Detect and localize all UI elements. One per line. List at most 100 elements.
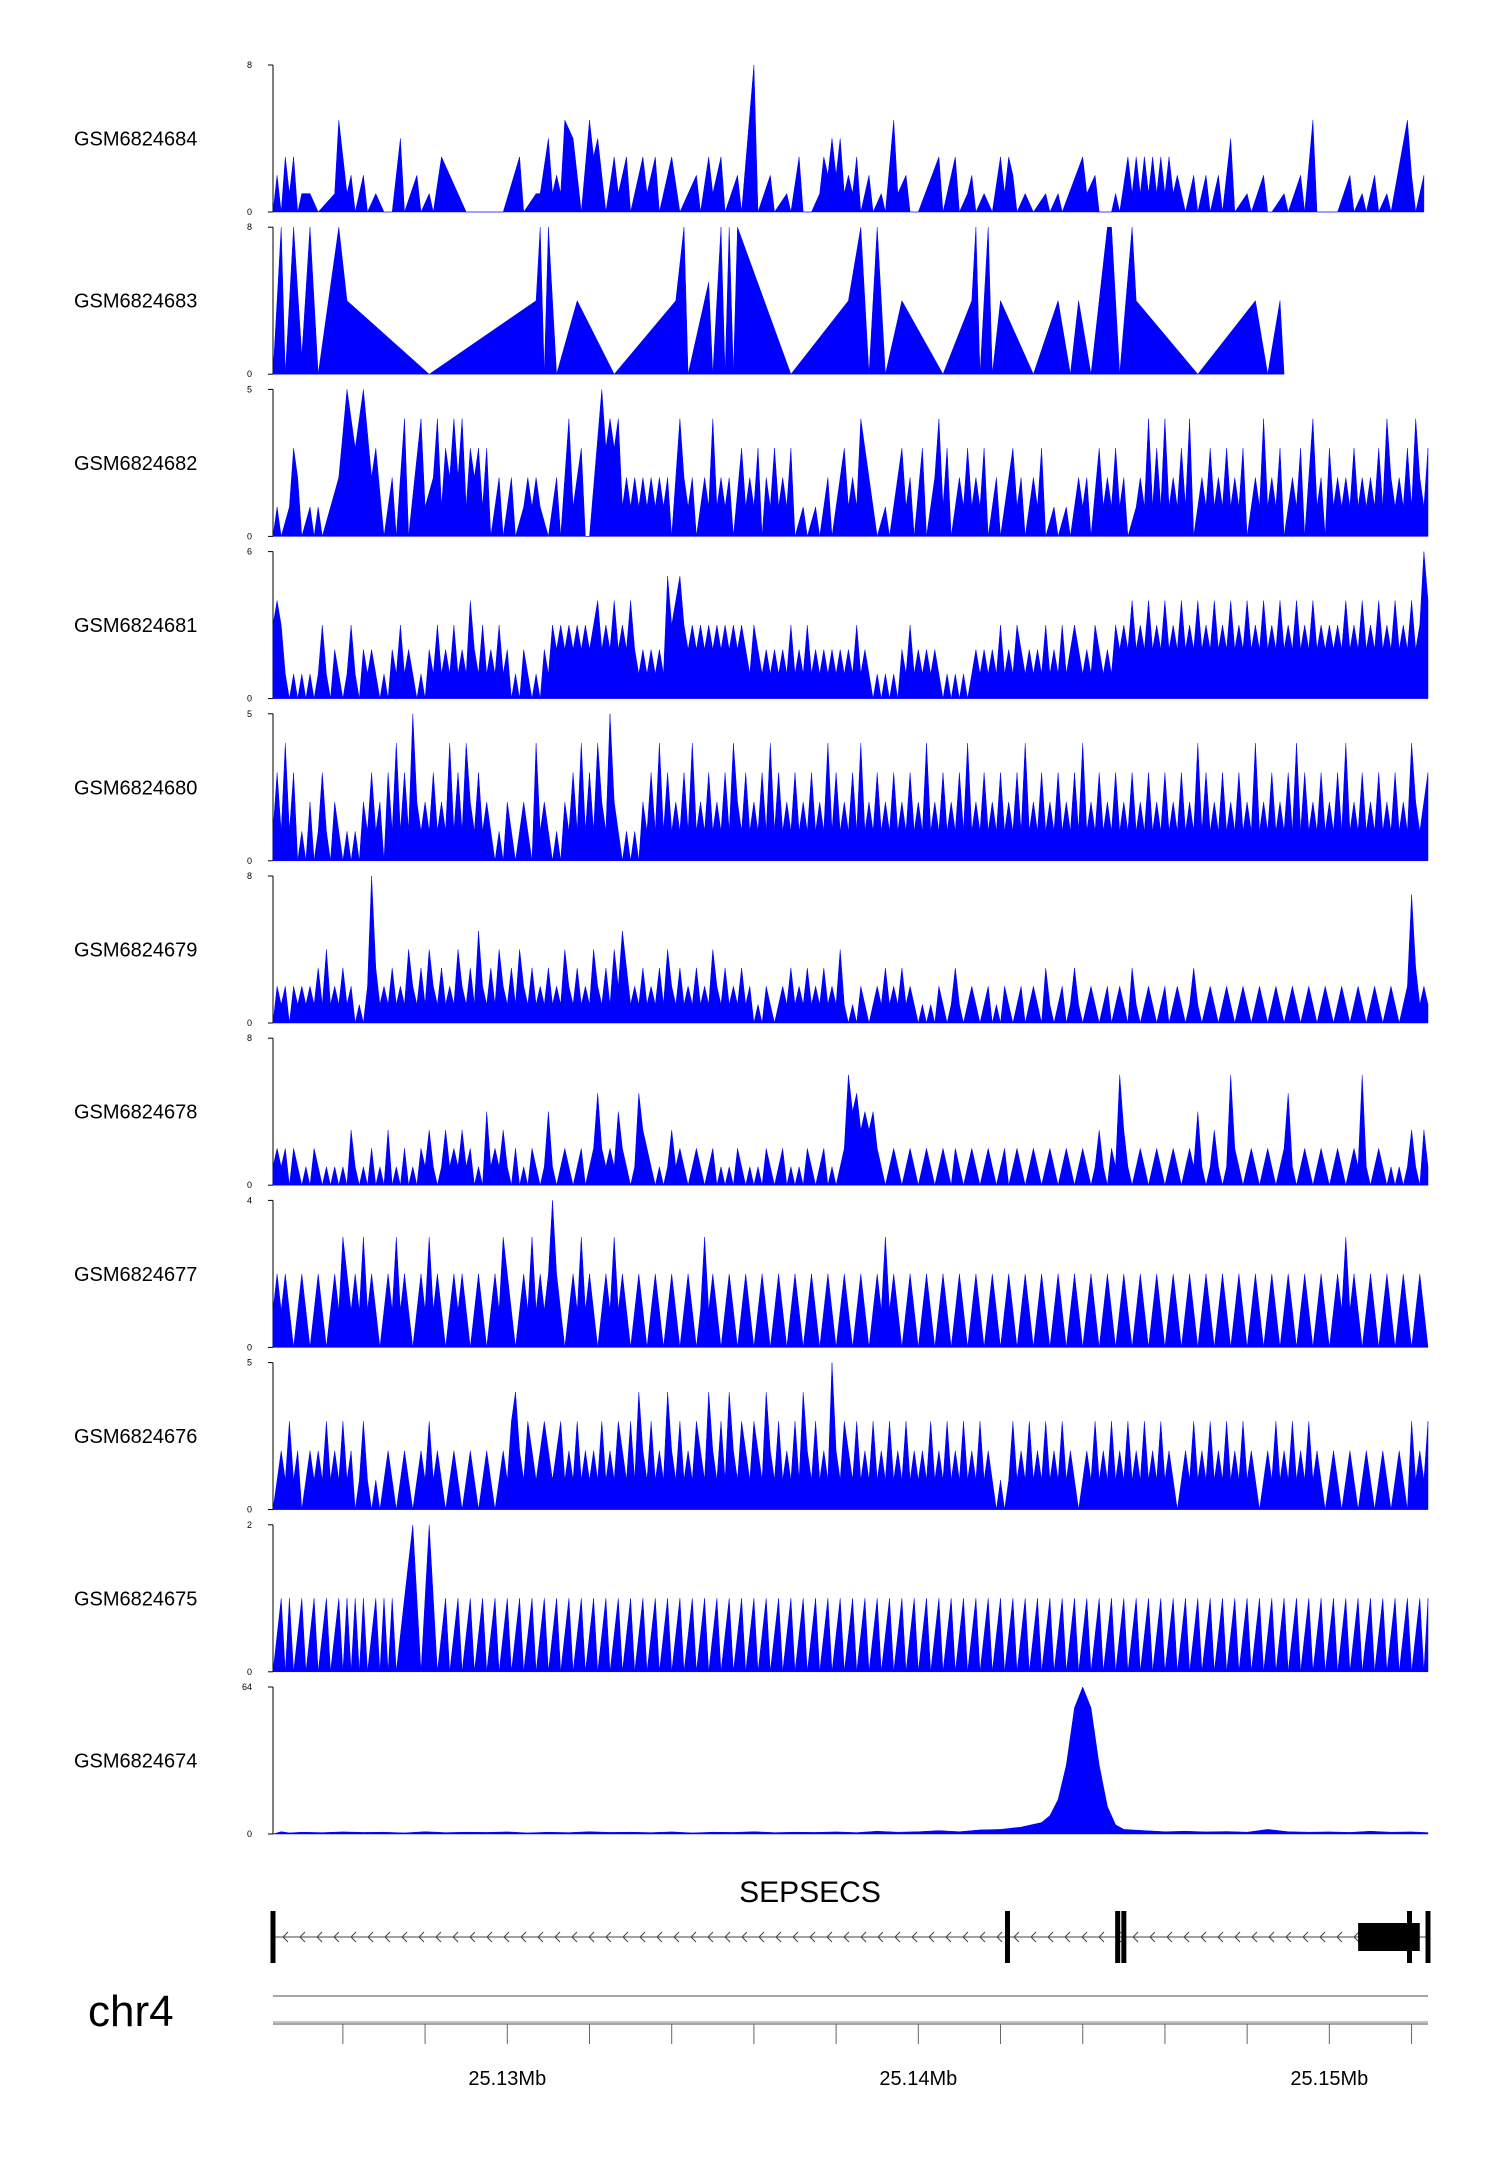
strand-arrow	[1319, 1931, 1326, 1943]
strand-arrow	[656, 1931, 663, 1943]
strand-arrow	[350, 1931, 357, 1943]
strand-arrow	[299, 1931, 306, 1943]
strand-arrow	[384, 1931, 391, 1943]
axis-tick-label: 25.15Mb	[1290, 2068, 1368, 2090]
coverage-area	[272, 1362, 1429, 1510]
strand-arrow	[1030, 1931, 1037, 1943]
track-GSM6824678: GSM6824678 8 0	[74, 1033, 1429, 1190]
y-tick-label-max: 6	[247, 547, 252, 557]
exon-mark	[1121, 1911, 1127, 1963]
track-GSM6824675: GSM6824675 2 0	[74, 1520, 1429, 1677]
strand-arrow	[1217, 1931, 1224, 1943]
strand-arrow	[1285, 1931, 1292, 1943]
strand-arrow	[639, 1931, 646, 1943]
coverage-area	[272, 226, 1285, 375]
track-label: GSM6824675	[74, 1588, 197, 1610]
strand-arrow	[367, 1931, 374, 1943]
coverage-area	[272, 713, 1429, 862]
strand-arrow	[1149, 1931, 1156, 1943]
strand-arrow	[1081, 1931, 1088, 1943]
track-GSM6824677: GSM6824677 4 0	[74, 1195, 1429, 1352]
y-tick-label-min: 0	[247, 856, 252, 866]
track-label: GSM6824683	[74, 291, 197, 313]
strand-arrow	[775, 1931, 782, 1943]
strand-arrow	[792, 1931, 799, 1943]
coverage-area	[272, 389, 1429, 537]
strand-arrow	[571, 1931, 578, 1943]
strand-arrow	[996, 1931, 1003, 1943]
strand-arrow	[401, 1931, 408, 1943]
track-GSM6824681: GSM6824681 6 0	[74, 547, 1429, 704]
strand-arrow	[1132, 1931, 1139, 1943]
track-GSM6824683: GSM6824683 8 0	[74, 222, 1285, 379]
strand-arrow	[877, 1931, 884, 1943]
strand-arrow	[1302, 1931, 1309, 1943]
strand-arrow	[588, 1931, 595, 1943]
chromosome-label: chr4	[88, 1987, 174, 2036]
strand-arrow	[826, 1931, 833, 1943]
strand-arrow	[503, 1931, 510, 1943]
exon-mark	[1425, 1911, 1431, 1963]
strand-arrow	[1047, 1931, 1054, 1943]
strand-arrow	[894, 1931, 901, 1943]
coverage-area	[272, 1686, 1429, 1835]
track-label: GSM6824674	[74, 1751, 197, 1773]
strand-arrow	[724, 1931, 731, 1943]
axis-tick-label: 25.13Mb	[468, 2068, 546, 2090]
coverage-tracks: GSM682468480GSM682468380GSM682468250GSM6…	[74, 60, 1429, 1839]
strand-arrow	[1064, 1931, 1071, 1943]
strand-arrow	[282, 1931, 289, 1943]
strand-arrow	[418, 1931, 425, 1943]
strand-arrow	[1200, 1931, 1207, 1943]
strand-arrow	[333, 1931, 340, 1943]
coverage-area	[272, 1200, 1429, 1348]
strand-arrow	[843, 1931, 850, 1943]
track-label: GSM6824677	[74, 1264, 197, 1286]
axis-tick-label: 25.14Mb	[879, 2068, 957, 2090]
strand-arrow	[537, 1931, 544, 1943]
track-label: GSM6824679	[74, 940, 197, 962]
strand-arrow	[741, 1931, 748, 1943]
y-tick-label-max: 5	[247, 384, 252, 394]
strand-arrow	[1251, 1931, 1258, 1943]
y-tick-label-max: 5	[247, 1358, 252, 1368]
strand-arrow	[452, 1931, 459, 1943]
y-tick-label-max: 5	[247, 709, 252, 719]
coverage-area	[272, 1524, 1429, 1673]
strand-arrow	[435, 1931, 442, 1943]
track-GSM6824684: GSM6824684 8 0	[74, 60, 1425, 217]
coverage-area	[272, 875, 1429, 1024]
strand-arrow	[1353, 1931, 1360, 1943]
strand-arrow	[962, 1931, 969, 1943]
track-GSM6824674: GSM6824674 64 0	[74, 1682, 1429, 1839]
y-tick-label-max: 8	[247, 60, 252, 70]
strand-arrow	[1268, 1931, 1275, 1943]
strand-arrow	[1336, 1931, 1343, 1943]
y-tick-label-max: 2	[247, 1520, 252, 1530]
coverage-area	[272, 551, 1429, 699]
track-label: GSM6824678	[74, 1102, 197, 1124]
exon-mark	[270, 1911, 276, 1963]
strand-arrow	[809, 1931, 816, 1943]
track-GSM6824682: GSM6824682 5 0	[74, 384, 1429, 541]
track-label: GSM6824681	[74, 615, 197, 637]
strand-arrow	[1166, 1931, 1173, 1943]
chromosome-axis: chr4 25.13Mb 25.14Mb 25.15Mb	[88, 1987, 1428, 2090]
coverage-area	[272, 1074, 1429, 1186]
strand-arrow	[1183, 1931, 1190, 1943]
y-tick-label-max: 8	[247, 222, 252, 232]
track-GSM6824676: GSM6824676 5 0	[74, 1358, 1429, 1515]
y-tick-label-min: 0	[247, 1829, 252, 1839]
track-label: GSM6824680	[74, 777, 197, 799]
y-tick-label-min: 0	[247, 1342, 252, 1352]
y-tick-label-min: 0	[247, 694, 252, 704]
strand-arrow	[486, 1931, 493, 1943]
track-label: GSM6824684	[74, 129, 197, 151]
strand-arrow	[316, 1931, 323, 1943]
strand-arrow	[469, 1931, 476, 1943]
strand-arrow	[554, 1931, 561, 1943]
exon-block	[1358, 1923, 1420, 1951]
strand-arrow	[520, 1931, 527, 1943]
strand-arrow	[1013, 1931, 1020, 1943]
y-tick-label-max: 8	[247, 1033, 252, 1043]
